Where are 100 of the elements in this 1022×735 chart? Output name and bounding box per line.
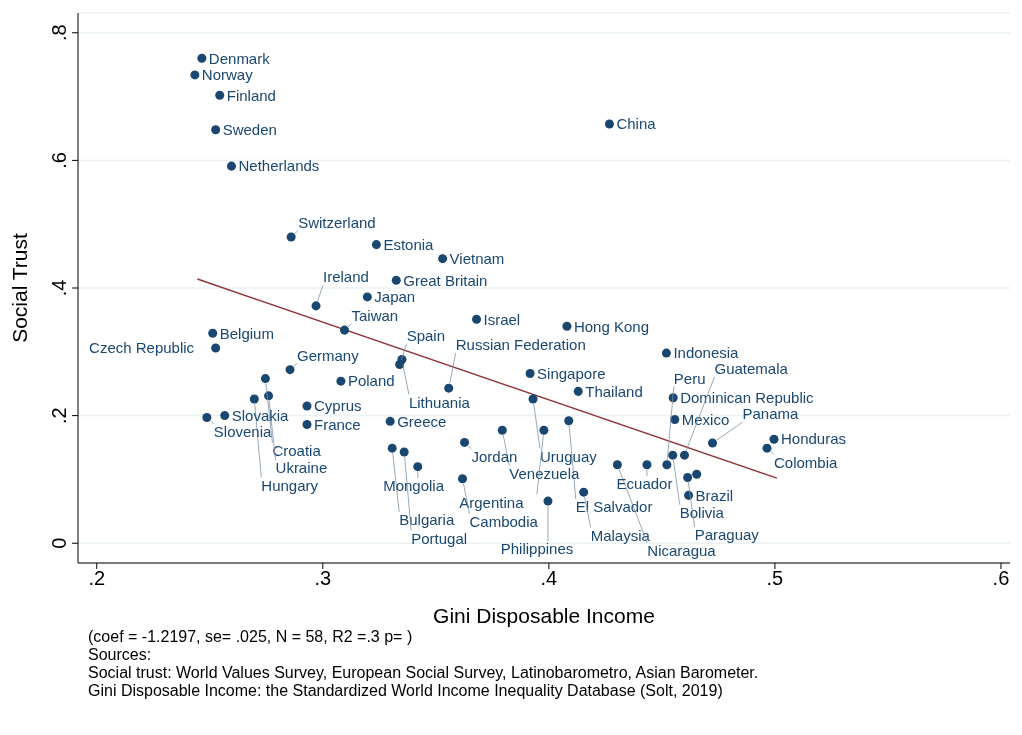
point	[668, 450, 678, 460]
annotation: Poland	[347, 372, 395, 390]
point	[220, 411, 230, 421]
annotation: Guatemala	[714, 360, 789, 378]
x-tick-label: .3	[314, 567, 332, 590]
point	[362, 292, 372, 302]
point	[371, 240, 381, 250]
annotation: Brazil	[695, 486, 734, 504]
point	[692, 469, 702, 479]
annotation: Thailand	[585, 382, 643, 400]
point	[336, 376, 346, 386]
point	[564, 416, 574, 426]
y-tick-label: .4	[48, 279, 70, 297]
x-tick-label: .6	[992, 567, 1010, 590]
point	[211, 125, 221, 135]
annotation: Argentina	[459, 493, 525, 511]
point	[286, 232, 296, 242]
point	[497, 425, 507, 435]
point	[285, 365, 295, 375]
annotation: China	[616, 115, 657, 133]
annotation: Switzerland	[298, 213, 376, 231]
y-axis-title: Social Trust	[8, 232, 32, 343]
point	[539, 425, 549, 435]
point	[683, 473, 693, 483]
point	[399, 447, 409, 457]
annotation: Czech Republic	[89, 339, 195, 357]
x-axis-title: Gini Disposable Income	[433, 604, 655, 627]
annotation: Cambodia	[469, 513, 539, 531]
point	[211, 343, 221, 353]
point	[543, 496, 553, 506]
point	[202, 413, 212, 423]
y-tick-label: .6	[48, 152, 70, 169]
text: Gini Disposable Income: the Standardized World Income Inequality Database (Solt, 2019)	[88, 682, 724, 700]
annotation: El Salvador	[575, 498, 653, 516]
x-tick-label: .5	[766, 567, 784, 590]
point	[190, 70, 200, 80]
point	[413, 462, 423, 472]
point	[197, 53, 207, 63]
annotation: Indonesia	[673, 344, 740, 362]
annotation: Mongolia	[383, 477, 445, 495]
point	[525, 368, 535, 378]
point	[769, 434, 779, 444]
annotation: Colombia	[774, 453, 839, 471]
x-tick-label: .2	[88, 567, 106, 590]
annotation: Vietnam	[449, 249, 505, 267]
annotation: Mexico	[681, 410, 730, 428]
point	[226, 161, 236, 171]
annotation: Cyprus	[313, 397, 362, 415]
y-tick-label: .8	[48, 24, 70, 42]
point	[642, 460, 652, 470]
point	[302, 401, 312, 411]
annotation: Nicaragua	[647, 542, 717, 560]
point	[679, 450, 689, 460]
annotation: Paraguay	[694, 526, 760, 544]
annotation: Ukraine	[275, 459, 328, 477]
point	[662, 460, 672, 470]
annotation: Israel	[483, 310, 521, 328]
annotation: Portugal	[411, 529, 468, 547]
point	[460, 437, 470, 447]
annotation: Denmark	[208, 49, 271, 67]
annotation: Norway	[201, 66, 254, 84]
annotation: Estonia	[383, 235, 435, 253]
point	[391, 275, 401, 285]
point	[612, 460, 622, 470]
text: Social trust: World Values Survey, European Social Survey, Latinobarometro, Asian Barometer.	[88, 664, 760, 682]
point	[340, 325, 350, 335]
point	[458, 474, 468, 484]
annotation: Slovenia	[213, 423, 273, 441]
annotation: Spain	[406, 327, 446, 345]
annotation: Great Britain	[403, 271, 488, 289]
point	[562, 321, 572, 331]
annotation: Taiwan	[351, 306, 399, 324]
annotation: Netherlands	[238, 157, 320, 175]
annotation: Sweden	[222, 121, 277, 139]
point	[604, 119, 614, 129]
annotation: Philippines	[500, 540, 574, 558]
annotation: Peru	[673, 369, 706, 387]
point	[387, 443, 397, 453]
annotation: Slovakia	[231, 406, 290, 424]
annotation: Lithuania	[408, 393, 471, 411]
annotation: Croatia	[272, 441, 322, 459]
x-tick-label: .4	[540, 567, 558, 590]
annotation: Ireland	[323, 268, 369, 286]
point	[579, 487, 589, 497]
annotation: Malaysia	[590, 526, 651, 544]
annotation: Uruguay	[540, 447, 598, 465]
point	[395, 360, 405, 370]
point	[708, 438, 718, 448]
text: (coef = -1.2197, se= .025, N = 58, R2 =.3 p= )	[88, 628, 414, 646]
annotation: Bolivia	[679, 504, 725, 522]
annotation: Russian Federation	[455, 336, 586, 354]
annotation: Hungary	[261, 476, 319, 494]
annotation: Germany	[297, 346, 360, 364]
annotation: Greece	[397, 412, 447, 430]
point	[249, 394, 259, 404]
annotation: Dominican Republic	[680, 388, 815, 406]
point	[472, 314, 482, 324]
annotation: Singapore	[537, 364, 606, 382]
point	[215, 90, 225, 100]
source-note: Sources:	[88, 646, 153, 664]
